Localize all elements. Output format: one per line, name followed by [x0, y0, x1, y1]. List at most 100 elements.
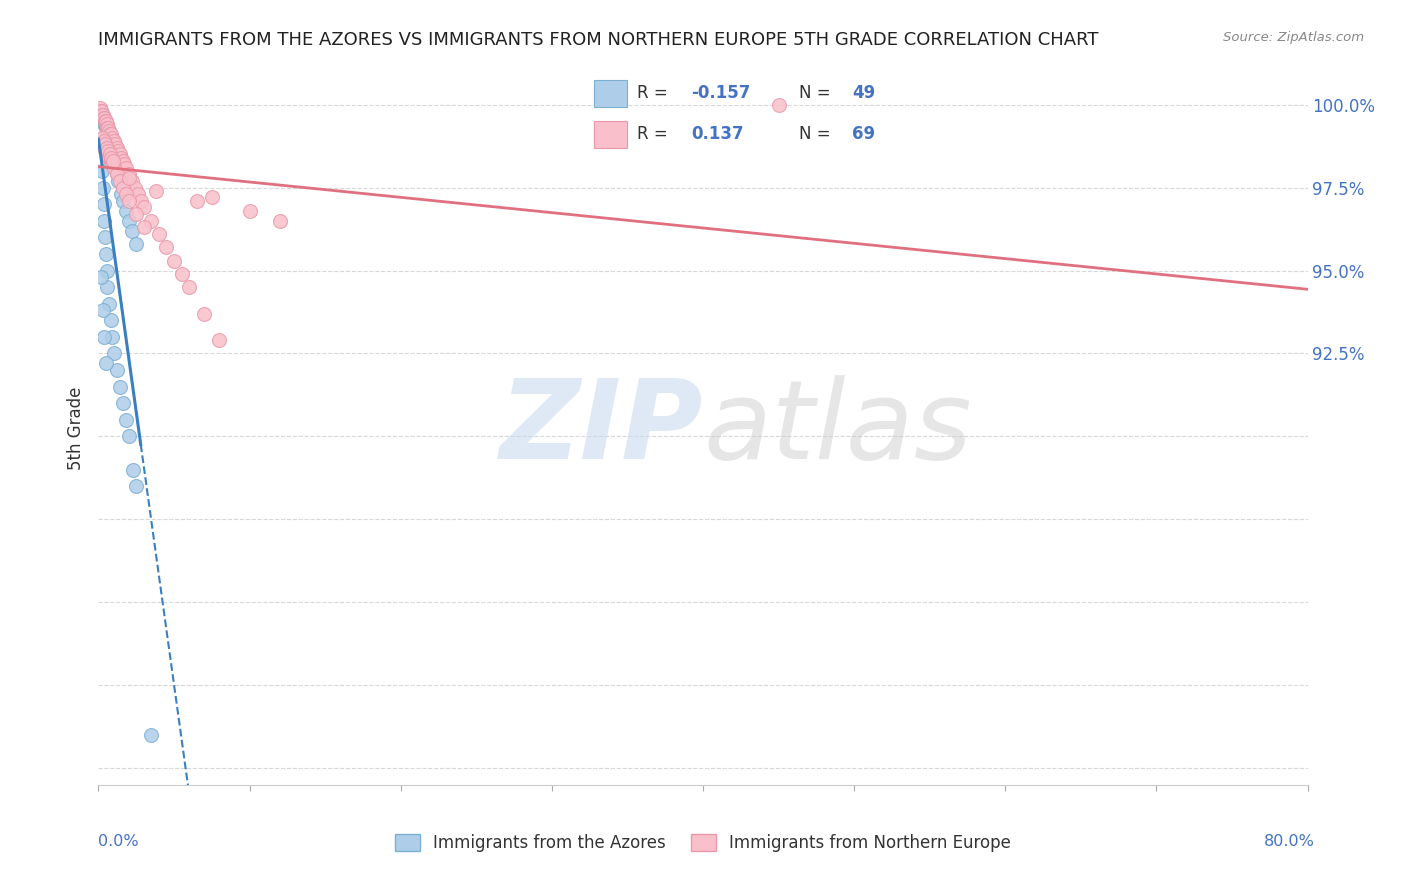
Point: [155, 240, 177, 254]
Point: [111, 396, 134, 410]
Point: [114, 203, 136, 218]
Point: [186, 194, 208, 208]
Text: 49: 49: [852, 85, 876, 103]
Legend: Immigrants from the Azores, Immigrants from Northern Europe: Immigrants from the Azores, Immigrants f…: [388, 827, 1018, 859]
Point: [148, 227, 170, 241]
Point: [94, 118, 117, 132]
Point: [125, 207, 148, 221]
Point: [163, 253, 186, 268]
Point: [96, 141, 118, 155]
Point: [105, 167, 128, 181]
Point: [97, 120, 120, 135]
Point: [93, 118, 115, 132]
Text: R =: R =: [637, 125, 679, 143]
Text: 80.0%: 80.0%: [1264, 834, 1315, 849]
Point: [114, 161, 136, 175]
Point: [100, 313, 122, 327]
Point: [91, 130, 114, 145]
Point: [110, 187, 132, 202]
Point: [93, 111, 115, 125]
Point: [101, 147, 124, 161]
Point: [121, 174, 143, 188]
Point: [114, 413, 136, 427]
Point: [118, 194, 141, 208]
Point: [103, 346, 125, 360]
Point: [124, 180, 146, 194]
Point: [100, 128, 122, 142]
Point: [94, 137, 117, 152]
Point: [91, 137, 114, 152]
Point: [103, 161, 125, 175]
Point: [170, 267, 193, 281]
Point: [98, 124, 121, 138]
Point: [103, 153, 125, 168]
Point: [91, 303, 114, 318]
Point: [122, 463, 145, 477]
Text: N =: N =: [799, 125, 835, 143]
Text: ZIP: ZIP: [499, 375, 703, 482]
Text: R =: R =: [637, 85, 673, 103]
Point: [90, 104, 112, 119]
Point: [100, 153, 122, 168]
Text: 0.137: 0.137: [692, 125, 744, 143]
Point: [98, 137, 121, 152]
Point: [93, 134, 115, 148]
Point: [121, 224, 143, 238]
Point: [101, 157, 124, 171]
Point: [100, 151, 122, 165]
Point: [90, 270, 112, 285]
Point: [132, 220, 155, 235]
Point: [91, 107, 114, 121]
Point: [201, 190, 224, 204]
Point: [105, 167, 128, 181]
FancyBboxPatch shape: [595, 120, 627, 147]
Point: [111, 180, 134, 194]
Text: Source: ZipAtlas.com: Source: ZipAtlas.com: [1223, 31, 1364, 45]
Point: [98, 296, 121, 310]
Point: [768, 97, 790, 112]
Point: [91, 111, 114, 125]
Point: [93, 197, 115, 211]
Point: [101, 153, 124, 168]
Point: [98, 134, 121, 148]
Point: [118, 429, 141, 443]
Point: [179, 280, 201, 294]
Point: [107, 174, 129, 188]
Point: [90, 107, 112, 121]
Point: [108, 147, 131, 161]
Point: [96, 124, 118, 138]
Point: [93, 114, 115, 128]
Point: [105, 363, 128, 377]
Point: [108, 174, 131, 188]
Point: [94, 144, 117, 158]
Point: [108, 379, 131, 393]
Point: [94, 120, 117, 135]
Point: [129, 194, 152, 208]
Point: [114, 187, 136, 202]
Point: [111, 194, 134, 208]
Point: [98, 128, 121, 142]
Point: [141, 728, 163, 742]
Point: [93, 111, 115, 125]
Point: [101, 130, 124, 145]
Point: [98, 151, 121, 165]
Point: [91, 164, 114, 178]
Point: [101, 330, 124, 344]
FancyBboxPatch shape: [595, 80, 627, 107]
Text: 69: 69: [852, 125, 876, 143]
Point: [91, 114, 114, 128]
Point: [107, 144, 129, 158]
Text: atlas: atlas: [703, 375, 972, 482]
Point: [125, 236, 148, 251]
Point: [112, 157, 135, 171]
Point: [118, 213, 141, 227]
Point: [94, 114, 117, 128]
Point: [94, 356, 117, 370]
Point: [94, 247, 117, 261]
Point: [111, 153, 134, 168]
Text: IMMIGRANTS FROM THE AZORES VS IMMIGRANTS FROM NORTHERN EUROPE 5TH GRADE CORRELAT: IMMIGRANTS FROM THE AZORES VS IMMIGRANTS…: [98, 31, 1099, 49]
Point: [96, 147, 118, 161]
Point: [94, 230, 117, 244]
Point: [96, 128, 118, 142]
Point: [127, 187, 149, 202]
